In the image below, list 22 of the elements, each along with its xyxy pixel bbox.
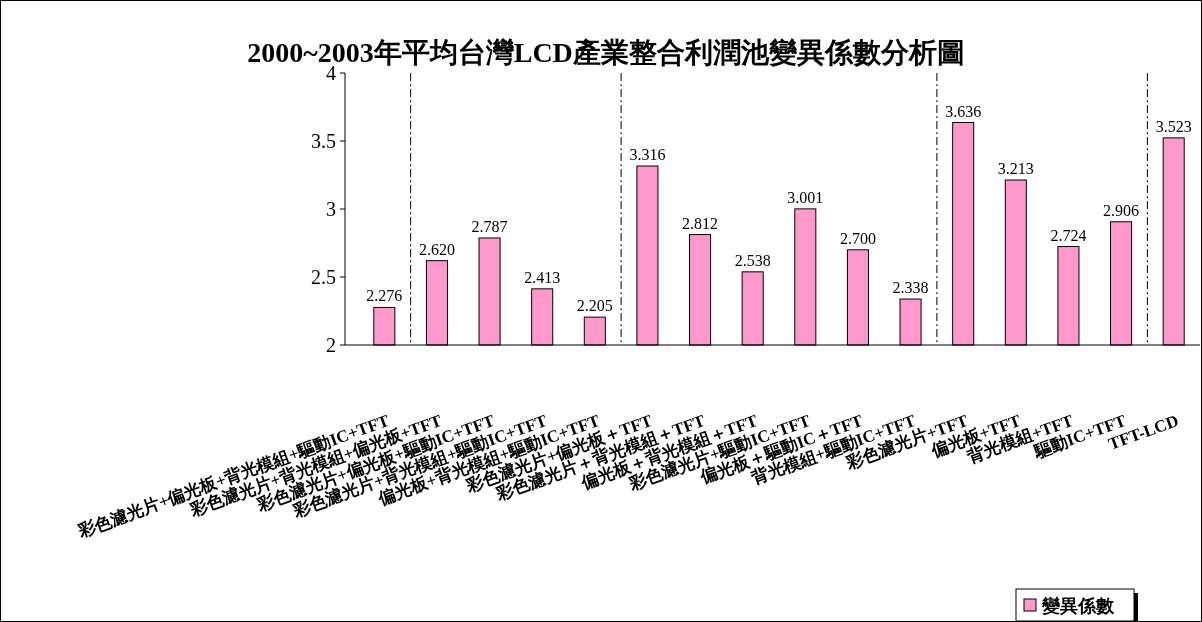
text: 2.812	[682, 214, 719, 232]
text: 2.276	[366, 287, 403, 305]
text: 2.205	[576, 297, 613, 315]
text: 3.523	[1155, 117, 1192, 135]
text: 2.700	[839, 229, 876, 247]
y-tick-label: 2.5	[311, 266, 336, 288]
y-tick-label: 3	[326, 198, 336, 220]
text: 2.413	[524, 268, 561, 286]
text: 3.213	[997, 160, 1034, 178]
text: 2.620	[418, 240, 455, 258]
text: 3.636	[945, 102, 982, 120]
text: 3.316	[629, 146, 666, 164]
text: 2.538	[734, 251, 771, 269]
text: 3.001	[787, 188, 824, 206]
text: 2.338	[892, 279, 929, 297]
y-tick-label: 3.5	[311, 130, 336, 152]
text: 2.724	[1050, 226, 1087, 244]
y-tick-label: 4	[326, 62, 336, 84]
y-tick-label: 2	[326, 334, 336, 356]
text: 2.787	[471, 217, 508, 235]
text: 2.906	[1103, 201, 1140, 219]
legend-label: 變異係數	[1042, 596, 1115, 616]
